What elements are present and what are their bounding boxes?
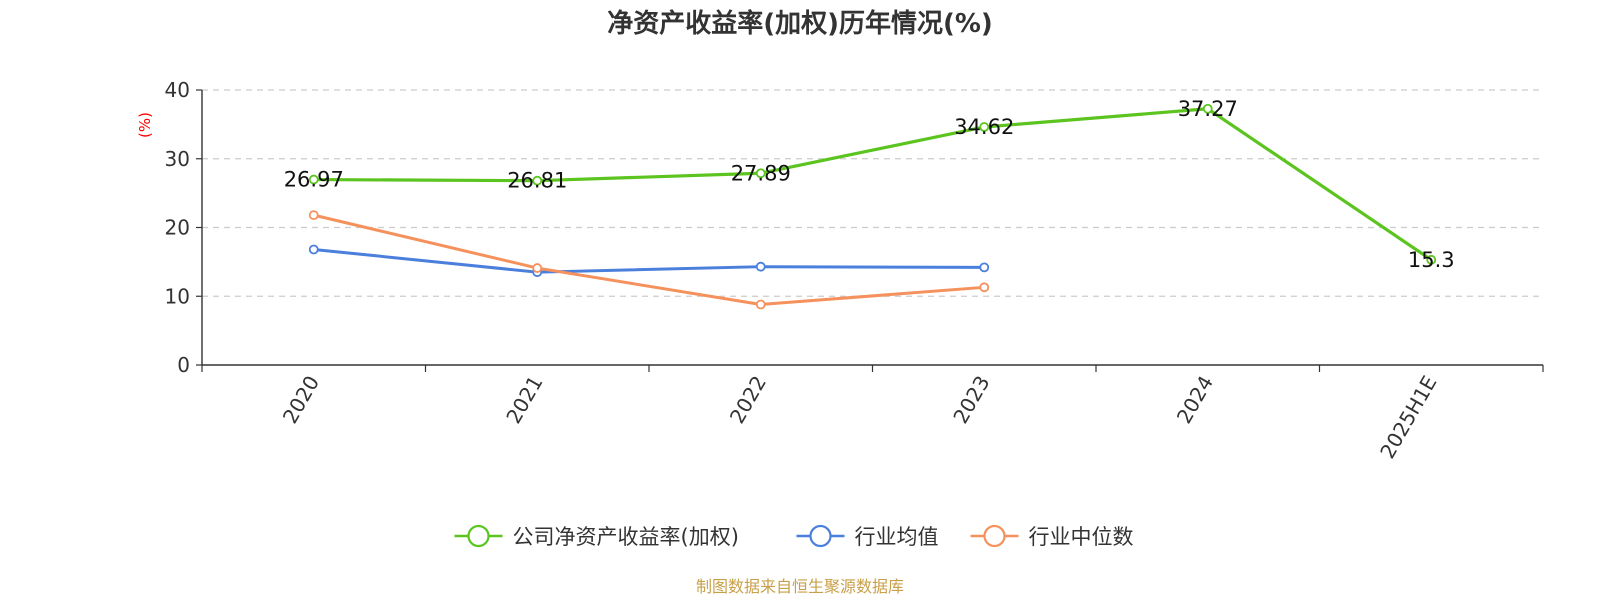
data-labels: 26.97 26.81 27.89 34.62 37.27 15.3 <box>284 97 1455 272</box>
legend-marker <box>809 524 832 548</box>
data-point[interactable] <box>1426 254 1437 265</box>
data-label: 26.81 <box>507 169 567 193</box>
x-tick-label: 2021 <box>501 372 547 428</box>
data-label: 34.62 <box>954 115 1014 139</box>
axes: 0 10 20 30 40 2020 2021 2022 2023 2024 2025H1E <box>165 78 1544 463</box>
data-point[interactable] <box>979 122 990 132</box>
legend-item-2[interactable]: 行业中位数 <box>970 524 1134 549</box>
series-layer <box>308 103 1437 310</box>
y-tick-label: 40 <box>165 78 190 102</box>
data-point[interactable] <box>755 261 766 272</box>
data-label: 37.27 <box>1178 97 1238 121</box>
x-tick-label: 2020 <box>278 372 324 428</box>
grid-lines <box>202 89 1543 297</box>
legend-label: 公司净资产收益率(加权) <box>513 525 739 549</box>
legend-item-0[interactable]: 公司净资产收益率(加权) <box>454 524 739 549</box>
source-note: 制图数据来自恒生聚源数据库 <box>696 577 904 596</box>
y-axis-label: (%) <box>136 112 154 138</box>
legend-marker <box>983 524 1006 548</box>
data-point[interactable] <box>308 210 319 221</box>
series-line-0 <box>313 107 1433 262</box>
data-point[interactable] <box>532 175 543 186</box>
y-tick-label: 30 <box>165 147 190 171</box>
data-label: 26.97 <box>284 168 344 192</box>
legend[interactable]: 公司净资产收益率(加权) 行业均值 行业中位数 <box>454 524 1134 549</box>
legend-label: 行业均值 <box>855 525 939 549</box>
legend-item-1[interactable]: 行业均值 <box>796 524 939 549</box>
data-point[interactable] <box>1202 103 1213 114</box>
series-line-2 <box>313 213 985 306</box>
data-label: 15.3 <box>1408 248 1455 272</box>
x-tick-label: 2024 <box>1172 372 1218 428</box>
y-tick-label: 0 <box>177 353 190 377</box>
x-tick-label: 2023 <box>948 372 994 428</box>
data-point[interactable] <box>755 299 766 310</box>
x-tick-label: 2022 <box>725 372 771 428</box>
data-label: 27.89 <box>731 161 791 185</box>
data-point[interactable] <box>308 244 319 255</box>
data-point[interactable] <box>755 168 766 179</box>
data-point[interactable] <box>532 263 543 273</box>
y-tick-label: 20 <box>165 216 190 240</box>
chart-title: 净资产收益率(加权)历年情况(%) <box>607 8 993 39</box>
x-tick-label: 2025H1E <box>1375 372 1441 463</box>
legend-marker <box>467 524 490 548</box>
data-point[interactable] <box>308 174 319 185</box>
legend-label: 行业中位数 <box>1029 525 1134 549</box>
data-point[interactable] <box>979 262 990 273</box>
series-line-1 <box>313 248 985 274</box>
y-tick-label: 10 <box>165 284 190 308</box>
data-point[interactable] <box>979 282 990 293</box>
